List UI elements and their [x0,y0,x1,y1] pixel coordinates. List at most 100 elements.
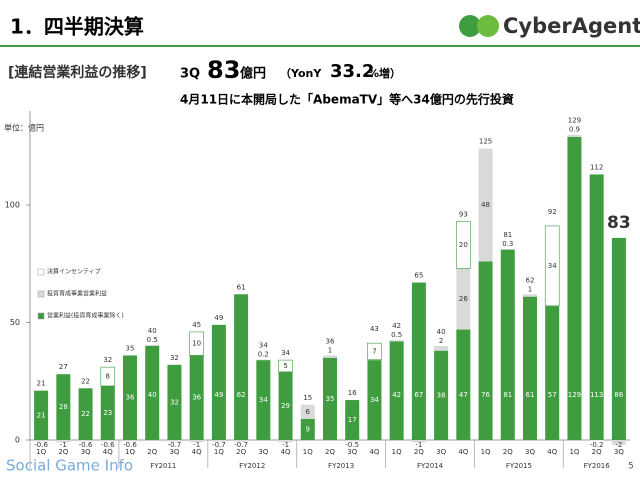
total-label: 62 [526,276,535,284]
total-label: 15 [303,394,312,402]
value-label: 1 [328,346,332,354]
bar-segment [367,342,382,360]
total-label: 45 [192,321,201,329]
group-label: FY2016 [584,462,611,470]
bar-segment [100,440,115,442]
x-tick-label: 2Q [592,448,602,456]
bar-segment [167,364,182,440]
value-label: 0.2 [258,351,269,359]
x-tick-label: 2Q [414,448,424,456]
group-label: FY2015 [506,462,532,470]
negative-label: -0.7 [168,441,182,449]
value-label: 129 [568,391,581,399]
bar-segment [78,440,93,442]
x-tick-label: 1Q [569,448,579,456]
value-label: 49 [214,391,223,399]
value-label: 76 [481,391,490,399]
bar-segment [478,148,493,262]
group-label: FY2014 [417,462,444,470]
bar-segment [611,237,626,440]
total-label: 125 [479,138,492,146]
value-label: 34 [548,262,557,270]
total-label: 27 [59,363,68,371]
value-label: 29 [281,402,290,410]
bar-segment [189,355,204,440]
value-label: 35 [326,395,335,403]
bar-segment [611,440,626,445]
headline-value: 83 [207,56,240,84]
negative-label: -0.7 [234,441,248,449]
bar-segment [589,174,604,440]
x-tick-label: 1Q [36,448,46,456]
x-tick-label: 4Q [547,448,557,456]
x-tick-label: 1Q [125,448,135,456]
value-label: 0.5 [147,336,158,344]
bar-segment [389,340,404,342]
bar-segment [234,294,249,440]
value-label: 113 [590,391,603,399]
bar-segment [544,225,560,307]
negative-label: -2 [615,441,622,449]
bar-segment [345,400,360,440]
x-tick-label: 3Q [81,448,91,456]
bar-segment [411,440,426,443]
bar-segment [211,440,226,442]
total-label: 43 [370,325,379,333]
negative-label: -1 [60,441,67,449]
bar-segment [100,385,115,440]
x-tick-label: 4Q [281,448,291,456]
value-label: 0.3 [502,240,513,248]
total-label: 40 [437,328,446,336]
value-label: 10 [192,340,201,348]
value-label: 48 [481,201,490,209]
logo-text: CyberAgent [503,14,640,38]
x-tick-label: 3Q [525,448,535,456]
value-label: 62 [237,391,246,399]
x-tick-label: 3Q [347,448,357,456]
bar-segment [234,440,249,442]
legend-swatch [37,290,45,298]
value-label: 5 [283,362,287,370]
bar-segment [300,418,315,440]
value-label: 42 [392,391,401,399]
value-label: 20 [459,241,468,249]
bar-segment [456,221,471,269]
bar-segment [434,346,449,351]
x-tick-label: 2Q [503,448,513,456]
legend-label: 投資育成事業営業利益 [47,290,107,298]
bar-segment [78,388,93,440]
total-label: 22 [81,377,90,385]
x-tick-label: 4Q [458,448,468,456]
legend-label: 営業利益(投資育成事業除く) [47,312,124,320]
x-tick-label: 4Q [192,448,202,456]
y-tick-label: 100 [5,201,20,210]
bar-segment [56,374,71,440]
bar-segment [34,390,49,440]
value-label: 22 [81,410,90,418]
group-label: FY2012 [239,462,265,470]
value-label: 28 [59,403,68,411]
bar-segment [523,294,537,297]
bar-segment [545,306,560,440]
negative-label: -1 [282,441,289,449]
value-label: 0.9 [569,126,580,134]
bar-segment [278,440,293,443]
slide-title: 1．四半期決算 [10,15,144,39]
bar-segment [56,440,71,443]
yoy-prefix: （YonY [280,67,322,80]
value-label: 47 [459,391,468,399]
x-tick-label: 1Q [214,448,224,456]
logo-mark [459,15,481,37]
group-label: FY2011 [150,462,176,470]
total-label: 16 [348,389,357,397]
value-label: 23 [103,409,112,417]
bar-segment [100,366,116,387]
bar-segment [500,248,515,250]
negative-label: -0.6 [101,441,115,449]
value-label: 34 [259,396,268,404]
total-label: 32 [103,356,112,364]
x-tick-label: 1Q [303,448,313,456]
bar-segment [478,261,493,440]
total-label: 34 [259,342,268,350]
x-tick-label: 3Q [614,448,624,456]
